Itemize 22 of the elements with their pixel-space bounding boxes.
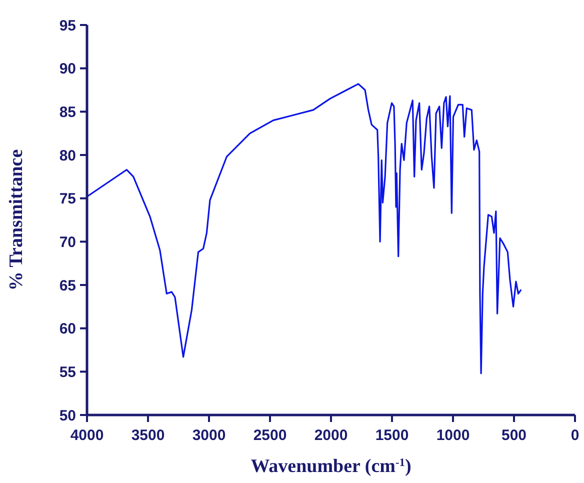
y-tick-label: 50	[59, 407, 76, 424]
y-tick-label: 70	[59, 234, 76, 251]
x-tick-label: 500	[501, 427, 527, 444]
line-series	[86, 83, 522, 374]
x-tick-label: 1500	[375, 427, 409, 444]
y-tick-label: 65	[59, 277, 76, 294]
y-axis-title: % Transmittance	[6, 149, 27, 291]
y-tick-label: 90	[59, 60, 76, 78]
x-tick-label: 3500	[131, 427, 165, 444]
x-tick-label: 2000	[314, 427, 348, 444]
y-tick-label: 85	[59, 104, 76, 121]
y-tick-label: 95	[59, 17, 76, 34]
x-axis-title: Wavenumber (cm$^{-1}$)	[250, 456, 412, 477]
x-tick-label: 4000	[70, 427, 104, 444]
y-tick-label: 55	[59, 364, 76, 381]
y-tick-label: 80	[59, 147, 76, 164]
x-tick-label: 2500	[253, 427, 287, 444]
y-tick-label: 75	[59, 190, 76, 208]
x-tick-label: 0	[570, 427, 580, 444]
x-tick-label: 1000	[436, 427, 470, 444]
y-tick-label: 60	[59, 320, 76, 338]
x-tick-label: 3000	[192, 427, 226, 444]
